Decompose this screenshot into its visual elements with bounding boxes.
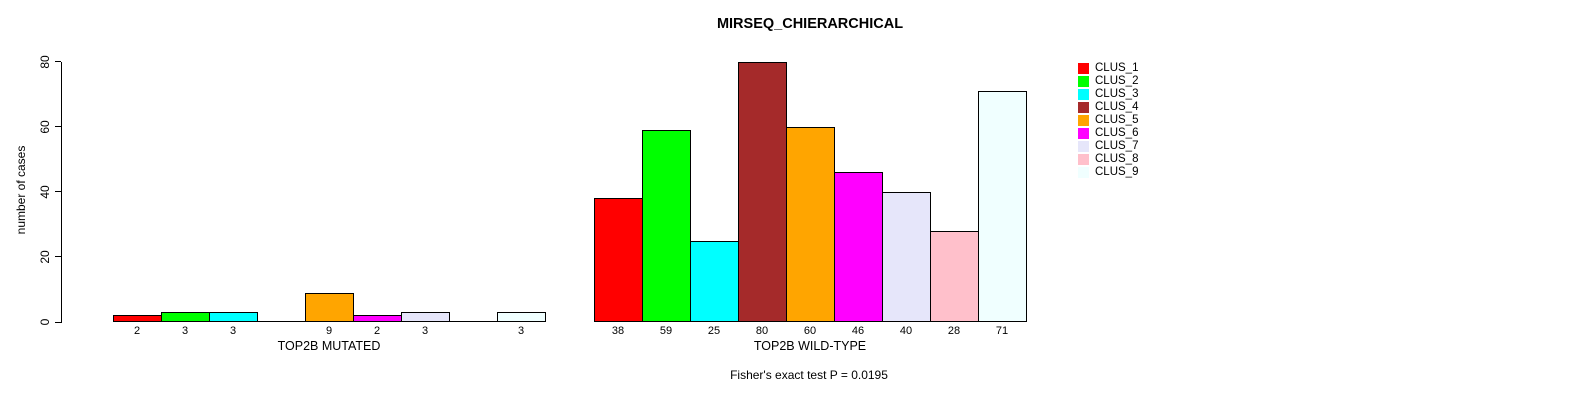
legend-label: CLUS_9 (1095, 166, 1139, 178)
y-axis-tick-label: 0 (38, 318, 52, 326)
bar (401, 312, 450, 322)
bar-value-label: 2 (133, 325, 141, 337)
y-axis-tick (55, 126, 61, 128)
group-label: TOP2B WILD-TYPE (753, 339, 867, 353)
y-axis-tick-label: 60 (38, 119, 52, 134)
bar (882, 192, 931, 322)
bar (209, 312, 258, 322)
legend-label: CLUS_7 (1095, 140, 1139, 152)
legend-swatch (1078, 89, 1089, 100)
bar-value-label: 3 (229, 325, 237, 337)
legend-label: CLUS_4 (1095, 101, 1139, 113)
bar (738, 62, 787, 322)
y-axis-tick (55, 191, 61, 193)
bar-value-label: 28 (947, 325, 961, 337)
bar-value-label: 40 (899, 325, 913, 337)
y-axis-tick (55, 256, 61, 258)
legend-swatch (1078, 128, 1089, 139)
bar (113, 315, 162, 322)
legend-item: CLUS_7 (1078, 140, 1168, 153)
legend-label: CLUS_5 (1095, 114, 1139, 126)
bar-value-label: 3 (421, 325, 429, 337)
y-axis-tick (55, 321, 61, 323)
bar-value-label: 80 (755, 325, 769, 337)
bar-value-label: 9 (325, 325, 333, 337)
legend-item: CLUS_1 (1078, 62, 1168, 75)
bar (161, 312, 210, 322)
bar (834, 172, 883, 322)
legend-swatch (1078, 167, 1089, 178)
legend-label: CLUS_1 (1095, 62, 1139, 74)
legend-swatch (1078, 115, 1089, 126)
y-axis-tick-label: 20 (38, 250, 52, 264)
bar (978, 91, 1027, 322)
legend-item: CLUS_5 (1078, 114, 1168, 127)
legend-item: CLUS_3 (1078, 88, 1168, 101)
legend-swatch (1078, 141, 1089, 152)
bar (690, 241, 739, 322)
fisher-note: Fisher's exact test P = 0.0195 (730, 368, 888, 382)
legend-swatch (1078, 76, 1089, 87)
legend-swatch (1078, 102, 1089, 113)
bar-value-label: 25 (707, 325, 721, 337)
y-axis-tick (55, 61, 61, 63)
legend-label: CLUS_2 (1095, 75, 1139, 87)
y-axis-line (61, 61, 62, 323)
legend-label: CLUS_3 (1095, 88, 1139, 100)
legend-label: CLUS_6 (1095, 127, 1139, 139)
bar-value-label: 60 (803, 325, 817, 337)
y-axis-tick-label: 80 (38, 54, 52, 69)
bar-value-label: 71 (995, 325, 1009, 337)
bar (642, 130, 691, 322)
bar (353, 315, 402, 322)
y-axis-title: number of cases (14, 145, 28, 235)
legend-item: CLUS_4 (1078, 101, 1168, 114)
bar-value-label: 2 (373, 325, 381, 337)
bar (594, 198, 643, 322)
legend-item: CLUS_8 (1078, 153, 1168, 166)
bar-value-label: 3 (181, 325, 189, 337)
bar-value-label: 46 (851, 325, 865, 337)
legend-swatch (1078, 154, 1089, 165)
bar-value-label: 3 (517, 325, 525, 337)
bar-value-label: 59 (659, 325, 673, 337)
legend-swatch (1078, 63, 1089, 74)
chart-title: MIRSEQ_CHIERARCHICAL (716, 16, 904, 32)
legend-item: CLUS_6 (1078, 127, 1168, 140)
bar-value-label: 38 (611, 325, 625, 337)
bar (786, 127, 835, 322)
bar (930, 231, 979, 322)
bar (305, 293, 354, 322)
legend-item: CLUS_2 (1078, 75, 1168, 88)
legend-label: CLUS_8 (1095, 153, 1139, 165)
group-label: TOP2B MUTATED (277, 339, 381, 353)
y-axis-tick-label: 40 (38, 185, 52, 199)
legend-item: CLUS_9 (1078, 166, 1168, 179)
bar (497, 312, 546, 322)
